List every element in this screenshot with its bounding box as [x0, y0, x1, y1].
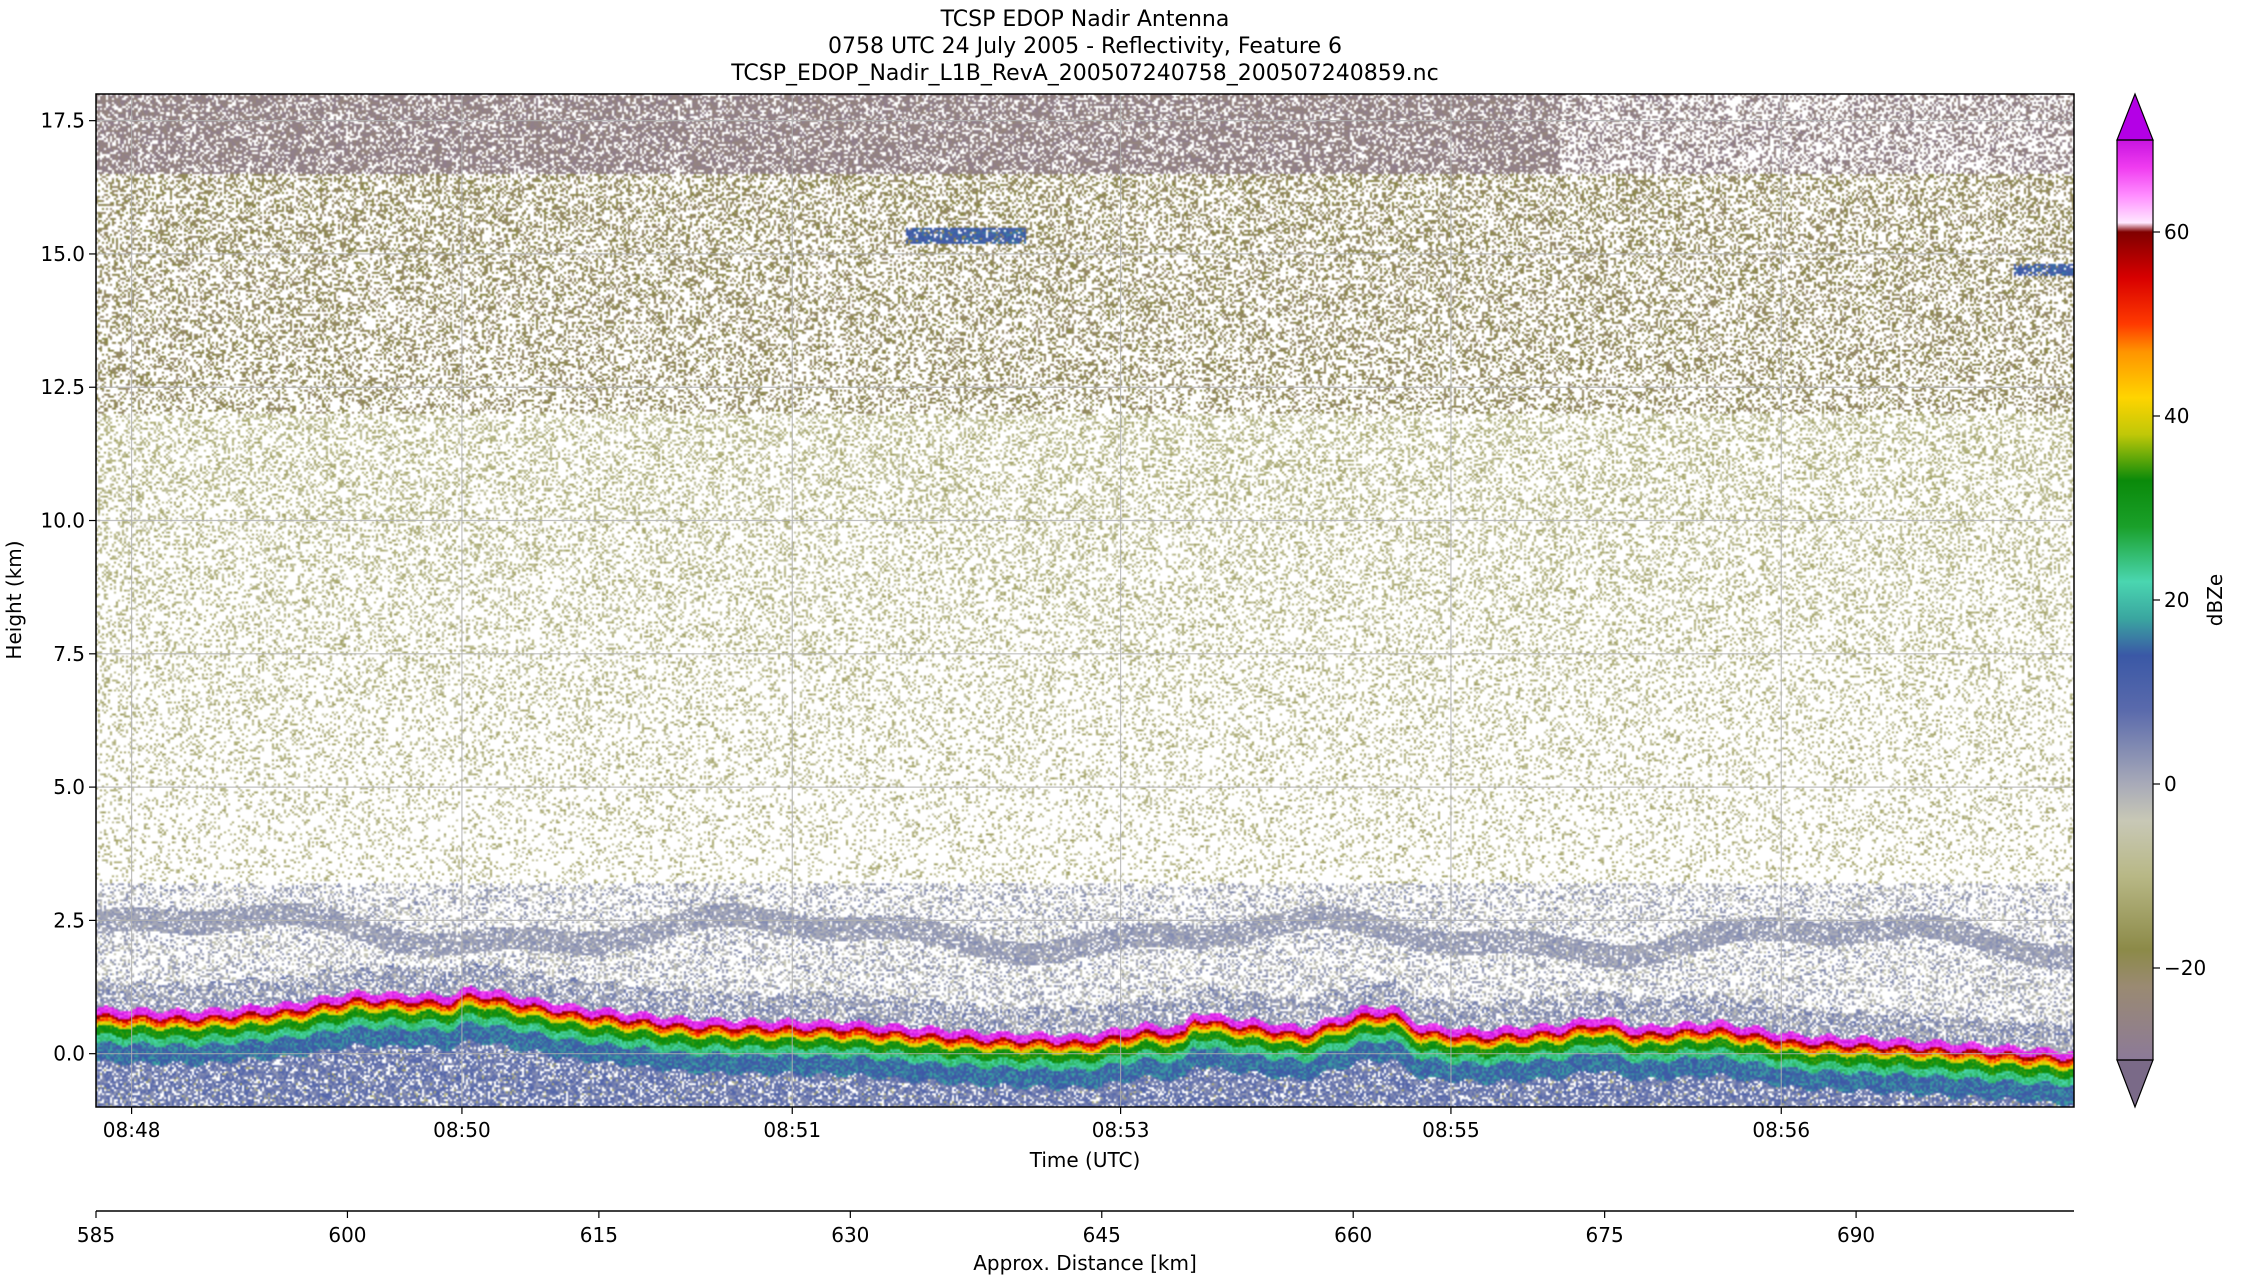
distance-tick-label-7: 690	[1837, 1223, 1875, 1247]
y-tick-label-6: 15.0	[40, 242, 85, 266]
colorbar-ticks: −20 0 20 40 60	[2153, 220, 2206, 980]
colorbar-tick-label-0: −20	[2164, 956, 2206, 980]
colorbar-tick-label-4: 60	[2164, 220, 2189, 244]
x-tick-label-5: 08:56	[1752, 1118, 1810, 1142]
y-tick-label-7: 17.5	[40, 109, 85, 133]
x-axis-label: Time (UTC)	[1029, 1148, 1141, 1172]
x-tick-label-1: 08:50	[433, 1118, 491, 1142]
colorbar-extend-max	[2116, 92, 2154, 141]
title-line-1: TCSP EDOP Nadir Antenna	[940, 7, 1230, 32]
y-tick-label-5: 12.5	[40, 375, 85, 399]
colorbar-extend-min	[2116, 1059, 2154, 1109]
colorbar: −20 0 20 40 60 dBZe	[2116, 92, 2227, 1109]
y-axis-label: Height (km)	[2, 540, 26, 659]
colorbar-tick-label-2: 20	[2164, 588, 2189, 612]
distance-tick-label-0: 585	[77, 1223, 115, 1247]
title-line-2: 0758 UTC 24 July 2005 - Reflectivity, Fe…	[828, 34, 1342, 59]
plot-frame	[95, 93, 2075, 1108]
colorbar-tick-label-3: 40	[2164, 404, 2189, 428]
y-tick-label-1: 2.5	[53, 908, 85, 932]
distance-tick-label-6: 675	[1586, 1223, 1624, 1247]
x-tick-label-3: 08:53	[1092, 1118, 1150, 1142]
title-line-3: TCSP_EDOP_Nadir_L1B_RevA_200507240758_20…	[730, 61, 1438, 86]
distance-tick-label-1: 600	[328, 1223, 366, 1247]
colorbar-gradient	[2117, 140, 2153, 1060]
distance-axis: 585 600 615 630 645 660 675 690	[77, 1210, 2074, 1247]
distance-tick-label-4: 645	[1083, 1223, 1121, 1247]
x-tick-label-2: 08:51	[763, 1118, 821, 1142]
grid-lines	[96, 94, 2074, 1107]
x-tick-label-4: 08:55	[1422, 1118, 1480, 1142]
distance-tick-label-3: 630	[831, 1223, 869, 1247]
y-tick-label-0: 0.0	[53, 1042, 85, 1066]
reflectivity-heatmap	[96, 94, 2074, 1107]
time-axis: 08:48 08:50 08:51 08:53 08:55 08:56	[103, 1107, 1810, 1142]
distance-tick-label-5: 660	[1334, 1223, 1372, 1247]
colorbar-label: dBZe	[2203, 574, 2227, 626]
x-tick-label-0: 08:48	[103, 1118, 161, 1142]
chart-title: TCSP EDOP Nadir Antenna 0758 UTC 24 July…	[730, 7, 1438, 86]
y-tick-label-4: 10.0	[40, 509, 85, 533]
y-tick-label-2: 5.0	[53, 775, 85, 799]
y-tick-label-3: 7.5	[53, 642, 85, 666]
plot-area	[95, 93, 2075, 1108]
distance-axis-label: Approx. Distance [km]	[973, 1251, 1197, 1275]
colorbar-tick-label-1: 0	[2164, 772, 2177, 796]
height-axis: 0.0 2.5 5.0 7.5 10.0 12.5 15.0 17.5	[40, 109, 96, 1066]
distance-tick-label-2: 615	[580, 1223, 618, 1247]
